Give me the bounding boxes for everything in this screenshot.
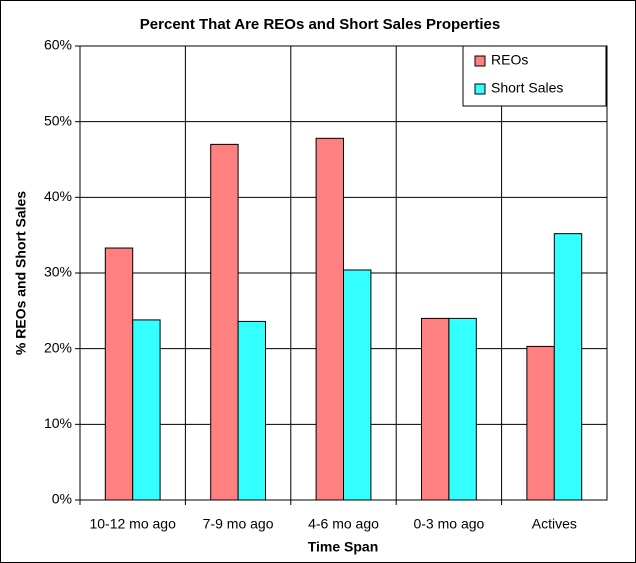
bar [553,233,583,501]
y-tick-label: 10% [44,415,72,431]
y-tick-label: 30% [44,264,72,280]
bar [237,320,267,501]
plot-border [79,45,608,501]
legend-label: Short Sales [491,80,563,96]
y-tick-label: 50% [44,112,72,128]
x-tick-label: 4-6 mo ago [308,516,379,532]
bar [448,317,477,501]
bar [420,317,450,501]
y-tick-label: 60% [44,37,72,53]
x-tick-label: Actives [532,516,577,532]
y-tick-label: 40% [44,188,72,204]
bar [315,137,345,501]
chart-title: Percent That Are REOs and Short Sales Pr… [140,16,500,33]
bar [526,345,555,501]
x-tick-label: 10-12 mo ago [89,516,176,532]
y-axis-title: % REOs and Short Sales [13,191,29,355]
bar [343,269,372,501]
bar [132,319,161,501]
bar [210,143,239,501]
legend-box [462,45,607,107]
legend-label: REOs [491,52,528,68]
y-tick-label: 20% [44,339,72,355]
legend-swatch [474,83,486,95]
x-tick-label: 0-3 mo ago [413,516,484,532]
legend-swatch [474,55,486,67]
y-tick-label: 0% [52,491,72,507]
bar [104,247,134,501]
x-axis-title: Time Span [308,539,379,555]
x-tick-label: 7-9 mo ago [203,516,274,532]
